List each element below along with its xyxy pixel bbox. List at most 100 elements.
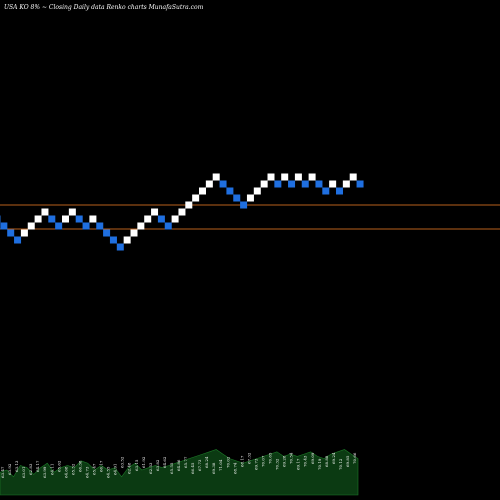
renko-brick-up: [123, 236, 131, 244]
volume-label: 65.62: [56, 460, 61, 472]
renko-brick-down: [82, 222, 90, 230]
volume-label: 69.38: [211, 462, 216, 474]
renko-brick-down: [322, 187, 330, 195]
renko-brick-down: [55, 222, 63, 230]
renko-brick-up: [308, 173, 316, 181]
volume-label: 69.17: [296, 458, 301, 470]
renko-brick-down: [109, 236, 117, 244]
renko-brick-up: [185, 201, 193, 209]
volume-label: 61.92: [141, 456, 146, 468]
volume-label: 63.82: [155, 459, 160, 471]
volume-label: 65.77: [183, 456, 188, 468]
volume-label: 70.65: [268, 452, 273, 464]
volume-label: 69.24: [331, 452, 336, 464]
volume-label: 66.38: [77, 460, 82, 472]
volume-label: 64.17: [35, 460, 40, 472]
chart-header: USA KO 8% ~ Closing Daily data Renko cha…: [4, 4, 204, 11]
renko-brick-down: [116, 243, 124, 251]
renko-brick-up: [41, 208, 49, 216]
volume-label: 68.24: [204, 456, 209, 468]
volume-label: 63.01: [21, 467, 26, 478]
volume-area: [0, 449, 359, 496]
renko-brick-up: [89, 215, 97, 223]
renko-brick-up: [267, 173, 275, 181]
volume-label: 64.62: [162, 456, 167, 468]
volume-label: 64.86: [176, 459, 181, 471]
volume-label: 64.73: [85, 466, 90, 478]
volume-label: 64.11: [49, 464, 54, 475]
volume-label: 70.02: [225, 456, 230, 468]
renko-brick-up: [192, 194, 200, 202]
renko-brick-down: [96, 222, 104, 230]
volume-label: 70.19: [317, 458, 322, 470]
volume-label: 68.88: [324, 455, 329, 467]
renko-brick-up: [246, 194, 254, 202]
volume-label: 63.13: [14, 460, 19, 472]
renko-brick-down: [301, 180, 309, 188]
renko-brick-up: [137, 222, 145, 230]
volume-label: 65.55: [169, 462, 174, 474]
volume-label: 64.91: [113, 464, 118, 475]
volume-label: 67.73: [197, 459, 202, 471]
volume-label: 71.04: [218, 459, 223, 471]
renko-brick-down: [157, 215, 165, 223]
renko-brick-down: [7, 229, 15, 237]
renko-brick-up: [171, 215, 179, 223]
volume-label: 63.47: [0, 466, 5, 478]
renko-brick-up: [329, 180, 337, 188]
renko-brick-up: [62, 215, 69, 223]
volume-label: 62.53: [148, 462, 153, 474]
renko-brick-down: [356, 180, 364, 188]
volume-label: 63.92: [7, 463, 12, 475]
renko-brick-down: [164, 222, 172, 230]
renko-brick-down: [0, 222, 8, 230]
renko-brick-down: [14, 236, 22, 244]
renko-brick-down: [336, 187, 343, 195]
volume-label: 62.83: [28, 463, 33, 475]
renko-brick-up: [199, 187, 206, 195]
volume-label: 70.07: [261, 455, 266, 467]
volume-label: 69.09: [310, 452, 315, 464]
renko-brick-down: [240, 201, 248, 209]
renko-brick-up: [27, 222, 35, 230]
volume-label: 70.43: [303, 455, 308, 467]
volume-label: 64.55: [106, 466, 111, 478]
renko-brick-down: [0, 215, 1, 223]
renko-brick-up: [20, 229, 28, 237]
renko-brick-down: [75, 215, 83, 223]
renko-brick-up: [68, 208, 76, 216]
renko-brick-up: [151, 208, 159, 216]
renko-brick-down: [226, 187, 234, 195]
volume-label: 63.52: [120, 456, 125, 468]
volume-label: 63.99: [42, 466, 47, 478]
renko-bricks: [0, 173, 364, 251]
volume-label: 65.47: [92, 463, 97, 475]
renko-brick-up: [342, 180, 350, 188]
volume-label: 66.45: [190, 462, 195, 474]
volume-label: 70.54: [289, 452, 294, 464]
renko-brick-up: [349, 173, 357, 181]
renko-brick-up: [205, 180, 213, 188]
volume-label: 62.48: [127, 462, 132, 474]
volume-label: 67.32: [246, 452, 251, 464]
volume-label: 65.52: [70, 463, 75, 475]
renko-brick-up: [294, 173, 302, 181]
volume-label: 70.66: [352, 452, 357, 464]
volume-label: 70.32: [275, 458, 280, 470]
renko-brick-up: [260, 180, 268, 188]
volume-label: 68.17: [239, 455, 244, 467]
volume-label: 69.73: [253, 458, 258, 470]
renko-brick-up: [281, 173, 289, 181]
renko-brick-up: [212, 173, 220, 181]
renko-brick-up: [144, 215, 152, 223]
volume-label: 69.85: [345, 455, 350, 467]
renko-brick-down: [233, 194, 241, 202]
renko-brick-up: [178, 208, 186, 216]
volume-label: 69.28: [282, 455, 287, 467]
volume-label: 64.68: [63, 466, 68, 478]
renko-brick-down: [103, 229, 111, 237]
volume-panel: [0, 449, 359, 496]
